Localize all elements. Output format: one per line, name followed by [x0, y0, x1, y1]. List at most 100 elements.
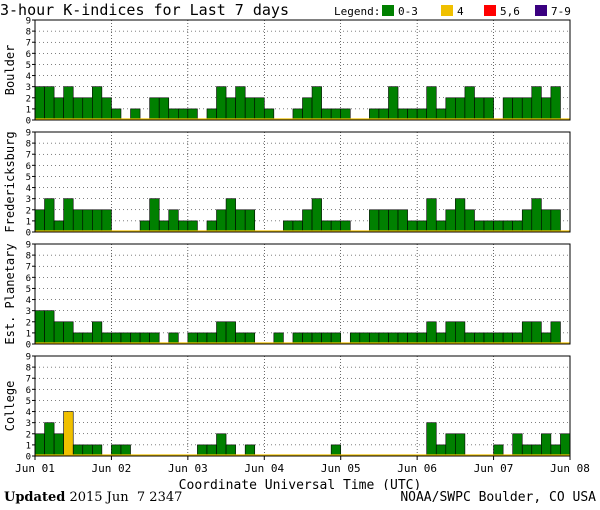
bar [53, 97, 64, 121]
y-tick-label: 6 [26, 274, 31, 284]
bar [216, 86, 227, 121]
bar [435, 444, 447, 457]
x-tick-label: Jun 02 [92, 462, 132, 475]
y-tick-label: 0 [26, 453, 31, 463]
y-tick-label: 3 [26, 83, 31, 93]
bar [378, 332, 389, 345]
bar [92, 86, 103, 121]
bar [541, 97, 552, 121]
bar [187, 220, 198, 233]
station-label: Boulder [3, 45, 17, 96]
bar [111, 108, 122, 121]
bar [149, 332, 160, 345]
x-tick-label: Jun 05 [321, 462, 361, 475]
bar [464, 209, 475, 233]
bar [235, 332, 246, 345]
y-tick-label: 0 [26, 117, 31, 127]
bar [464, 332, 475, 345]
bar [455, 198, 466, 233]
bar [531, 86, 542, 121]
y-tick-label: 6 [26, 50, 31, 60]
bar [82, 97, 93, 121]
bar [330, 332, 342, 345]
y-tick-label: 4 [26, 184, 31, 194]
bar [407, 332, 418, 345]
y-tick-label: 2 [26, 206, 31, 216]
legend-swatch-0 [382, 5, 394, 16]
bar [120, 444, 131, 457]
bar [455, 97, 466, 121]
y-tick-label: 1 [26, 105, 31, 115]
bar [330, 108, 342, 121]
bar [168, 332, 179, 345]
bar [321, 332, 332, 345]
bar [34, 310, 45, 345]
bar [302, 97, 313, 121]
updated-value: 2015 Jun 7 2347 [69, 490, 183, 505]
bar [445, 433, 456, 457]
bar [53, 433, 64, 457]
x-tick-label: Jun 07 [474, 462, 514, 475]
x-tick-label: Jun 04 [244, 462, 284, 475]
y-tick-label: 6 [26, 162, 31, 172]
bar [72, 209, 84, 233]
legend-item-label-3: 7-9 [551, 5, 571, 18]
bar [340, 220, 351, 233]
legend: Legend: 0-3 4 5,6 7-9 [334, 5, 571, 18]
bar [541, 209, 552, 233]
bar [512, 97, 523, 121]
bar [235, 86, 246, 121]
legend-swatch-3 [535, 5, 547, 16]
bar [158, 220, 170, 233]
bar [101, 209, 112, 233]
x-tick-label: Jun 06 [397, 462, 437, 475]
bar [483, 220, 494, 233]
bar [474, 332, 485, 345]
y-tick-label: 8 [26, 364, 31, 374]
bar [206, 444, 217, 457]
y-tick-label: 5 [26, 173, 31, 183]
bar [550, 321, 561, 345]
bar [206, 332, 217, 345]
y-tick-label: 6 [26, 386, 31, 396]
bar [445, 97, 456, 121]
panel-frame [34, 131, 571, 233]
y-tick-label: 2 [26, 318, 31, 328]
bar [311, 332, 322, 345]
bar [445, 321, 456, 345]
y-tick-label: 8 [26, 28, 31, 38]
bar [130, 332, 141, 345]
bar [330, 444, 342, 457]
bar [426, 198, 437, 233]
bar [34, 86, 45, 121]
bar [111, 332, 122, 345]
bar [369, 209, 380, 233]
bar [426, 321, 437, 345]
bar [197, 444, 208, 457]
legend-item-label-0: 0-3 [398, 5, 418, 18]
bar [369, 108, 380, 121]
footer-source: NOAA/SWPC Boulder, CO USA [400, 490, 596, 505]
y-tick-label: 7 [26, 263, 31, 273]
bar [435, 332, 447, 345]
bar [397, 332, 408, 345]
bar [397, 209, 408, 233]
station-label: College [3, 381, 17, 432]
bar [34, 209, 45, 233]
bar [244, 209, 256, 233]
bar [531, 444, 542, 457]
y-tick-label: 9 [26, 17, 31, 27]
y-tick-label: 2 [26, 430, 31, 440]
bar [493, 220, 504, 233]
bar [216, 209, 227, 233]
x-tick-label: Jun 08 [550, 462, 590, 475]
bar [63, 411, 74, 457]
y-tick-label: 7 [26, 375, 31, 385]
bar [435, 108, 447, 121]
bar [216, 321, 227, 345]
bar [111, 444, 122, 457]
legend-item-label-1: 4 [457, 5, 464, 18]
bar [502, 332, 513, 345]
